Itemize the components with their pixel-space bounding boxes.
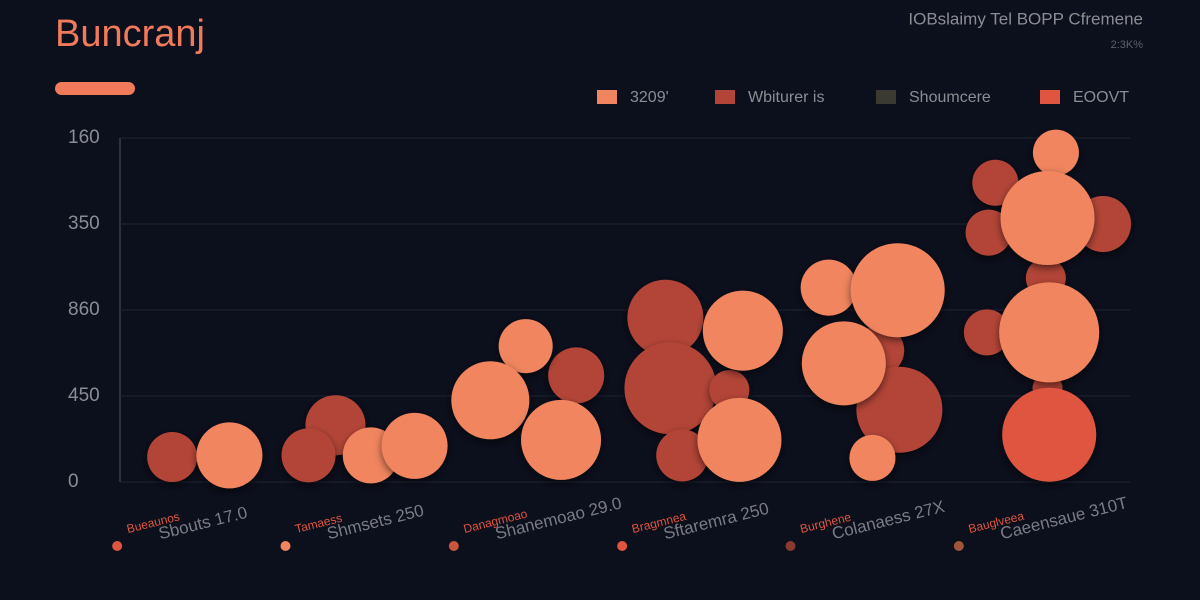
legend-swatch [715,90,735,104]
legend-label: Shoumcere [909,89,991,106]
bubble [281,428,336,483]
note: 2:3K% [1111,39,1144,51]
y-tick-label: 450 [68,385,100,406]
chart-title: Buncranj [55,13,205,55]
bubble [627,279,704,356]
legend-swatch [876,90,896,104]
bubble [381,412,448,479]
bubble [850,243,945,338]
bubble [800,259,857,316]
bubble [451,361,530,440]
legend-swatch [597,90,617,104]
bubble [1032,129,1079,176]
title-accent [55,82,135,95]
bubble [624,342,717,435]
legend-swatch [1040,90,1060,104]
bubble [849,434,896,481]
bubble [548,347,605,404]
bubble [147,432,198,483]
bubble [972,159,1019,206]
subtitle: IOBslaimy Tel BOPP Cfremene [908,9,1143,28]
bubble [999,282,1100,383]
bubble [697,397,782,482]
category-dot [953,541,964,551]
category-dot [448,541,459,551]
category-dot [112,541,123,551]
bubble [1002,387,1097,482]
y-tick-label: 350 [68,213,100,234]
legend-label: 3209' [630,89,669,106]
bubble [656,429,709,482]
bubble [856,366,943,453]
category-dot [785,541,796,551]
bubble [965,209,1012,256]
bubble [1000,170,1095,265]
y-tick-label: 0 [68,471,79,492]
bubble [498,319,553,374]
category-dot [617,541,628,551]
bubble [801,321,886,406]
bubble [963,309,1010,356]
y-tick-label: 860 [68,299,100,320]
bubble [196,422,263,489]
bubble [521,399,602,480]
category-dot [280,541,291,551]
legend-label: EOOVT [1073,89,1129,106]
legend-label: Wbiturer is [748,89,824,106]
y-tick-label: 160 [68,127,100,148]
bubble [702,290,783,371]
